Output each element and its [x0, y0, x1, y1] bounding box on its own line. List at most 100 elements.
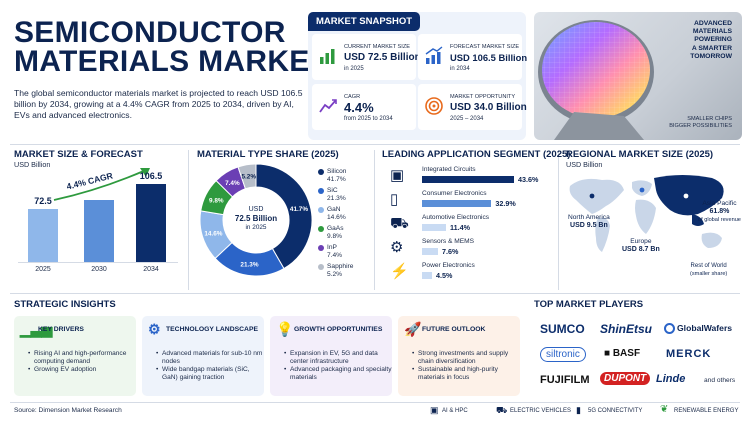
logo-fujifilm: FUJIFILM — [540, 374, 590, 386]
card-sub: 2025 – 2034 — [450, 116, 484, 122]
title-line-2: MATERIALS MARKET — [14, 45, 329, 78]
card-label: MARKET OPPORTUNITY — [450, 94, 516, 100]
insight-item: Strong investments and supply chain dive… — [412, 350, 520, 365]
target-icon — [425, 97, 443, 115]
chip-icon: ▣ — [430, 405, 439, 415]
legend-swatch — [318, 169, 324, 175]
insight-list: Strong investments and supply chain dive… — [412, 350, 520, 382]
application-name: Automotive Electronics — [422, 214, 490, 221]
legend-entry: Sapphire 5.2% — [318, 263, 374, 282]
donut-slice — [237, 163, 257, 190]
forecast-bar — [136, 184, 166, 262]
card-value: USD 34.0 Billion — [450, 102, 527, 113]
logo-linde: Linde — [656, 373, 686, 385]
application-name: Power Electronics — [422, 262, 475, 269]
region-name: Rest of World — [690, 263, 727, 269]
application-bar — [422, 200, 492, 207]
region-share: 61.8% — [709, 208, 730, 215]
footer-divider — [10, 402, 740, 403]
signal-icon: ▮ — [576, 405, 581, 415]
material-legend: Silicon 41.7% SiC 21.3% GaN 14.6% GaAs 9.8% InP 7… — [318, 168, 374, 282]
forecast-year-label: 2030 — [91, 266, 107, 273]
legend-value: 7.4% — [327, 252, 343, 259]
donut-slice-label: 5.2% — [241, 174, 256, 181]
region-europe: Europe USD 8.7 Bn — [622, 238, 660, 254]
snapshot-card-forecast: FORECAST MARKET SIZE USD 106.5 Billion i… — [418, 34, 527, 80]
center-line-2: 72.5 Billion — [234, 214, 278, 223]
footer-source: Source: Dimension Market Research — [14, 407, 122, 414]
insight-list: Advanced materials for sub-10 nm nodesWi… — [156, 350, 264, 382]
rocket-icon: 🚀 — [404, 321, 422, 337]
tagline-line: MATERIALS — [692, 28, 732, 36]
legend-swatch — [318, 264, 324, 270]
legend-swatch — [318, 207, 324, 213]
donut-slice-label: 41.7% — [290, 206, 308, 213]
bar-chart-icon — [320, 49, 335, 64]
region-name: Asia Pacific — [702, 200, 737, 207]
players-others: and others — [704, 377, 736, 384]
growth-chart-icon — [425, 46, 443, 64]
insight-item: Expansion in EV, 5G and data center infr… — [284, 350, 392, 365]
snapshot-card-current: CURRENT MARKET SIZE USD 72.5 Billion in … — [312, 34, 421, 80]
leaf-icon: ❦ — [660, 404, 669, 415]
region-value: USD 9.5 Bn — [570, 222, 608, 229]
legend-name: Sapphire — [327, 263, 354, 270]
application-bar — [422, 224, 447, 231]
legend-name: InP — [327, 244, 337, 251]
forecast-bar-value: 106.5 — [139, 171, 163, 181]
hero-caption: SMALLER CHIPS BIGGER POSSIBILITIES — [669, 116, 732, 130]
wafer-hero-image: ADVANCED MATERIALS POWERING A SMARTER TO… — [534, 12, 742, 140]
hero-tagline: ADVANCED MATERIALS POWERING A SMARTER TO… — [690, 20, 732, 61]
footer-tag-ev: ELECTRIC VEHICLES — [510, 408, 572, 414]
legend-entry: GaN 14.6% — [318, 206, 374, 225]
card-value: 4.4% — [344, 100, 374, 115]
car-icon: ⛟ — [496, 405, 508, 415]
intro-text: The global semiconductor materials marke… — [14, 88, 303, 120]
donut-slice-label: 14.6% — [204, 230, 222, 237]
tagline-line: ADVANCED — [693, 20, 732, 27]
globe-icon — [664, 323, 675, 335]
column-divider — [374, 150, 375, 290]
legend-name: GaN — [327, 206, 341, 213]
card-sub: in 2025 — [344, 66, 364, 72]
donut-slice-label: 21.3% — [240, 262, 258, 269]
region-note: of global revenue — [698, 217, 741, 223]
donut-slice-label: 7.4% — [225, 180, 240, 187]
legend-value: 9.8% — [327, 233, 343, 240]
application-name: Consumer Electronics — [422, 190, 487, 197]
logo-globalwafers: GlobalWafers — [664, 323, 732, 335]
region-name: North America — [568, 214, 610, 221]
card-sub: from 2025 to 2034 — [344, 116, 393, 122]
insight-card: 💡GROWTH OPPORTUNITIES Expansion in EV, 5G… — [270, 316, 392, 396]
application-name: Sensors & MEMS — [422, 238, 475, 245]
section-divider — [10, 293, 740, 294]
legend-entry: Silicon 41.7% — [318, 168, 374, 187]
legend-name: Silicon — [327, 168, 347, 175]
legend-name: SiC — [327, 187, 338, 194]
application-bar-chart: ▣ Integrated Circuits 43.6% ▯ Consumer Elect… — [374, 0, 558, 290]
car-icon: ⛟ — [390, 215, 409, 232]
insight-item: Advanced materials for sub-10 nm nodes — [156, 350, 264, 365]
footer-tag-ai: AI & HPC — [442, 408, 468, 414]
silicon-wafer-illustration — [538, 20, 654, 140]
insight-card: ⚙ TECHNOLOGY LANDSCAPE Advanced materials … — [142, 316, 264, 396]
insight-item: Rising AI and high-performance computing… — [28, 350, 136, 365]
forecast-bar — [84, 199, 114, 262]
application-bar — [422, 248, 439, 255]
application-value: 11.4% — [450, 223, 471, 232]
logo-basf: ■ BASF — [604, 348, 640, 359]
forecast-bar-value: 72.5 — [34, 195, 52, 206]
application-value: 7.6% — [442, 247, 459, 256]
insight-heading: GROWTH OPPORTUNITIES — [294, 326, 383, 333]
forecast-bar-chart: 4.4% CAGR 72.5 2025 2030 106.5 2034 — [0, 0, 188, 290]
application-bar — [422, 272, 432, 279]
application-title: LEADING APPLICATION SEGMENT (2025) — [382, 149, 571, 160]
insight-heading: FUTURE OUTLOOK — [422, 326, 486, 333]
insight-list: Expansion in EV, 5G and data center infr… — [284, 350, 392, 382]
insight-item: Sustainable and high-purity materials in… — [412, 366, 520, 381]
lightbulb-icon: 💡 — [276, 321, 294, 337]
card-label: FORECAST MARKET SIZE — [450, 44, 520, 50]
forecast-title: MARKET SIZE & FORECAST — [14, 149, 143, 160]
logo-merck: MERCK — [666, 348, 712, 360]
donut-slice-label: 9.8% — [209, 197, 224, 204]
